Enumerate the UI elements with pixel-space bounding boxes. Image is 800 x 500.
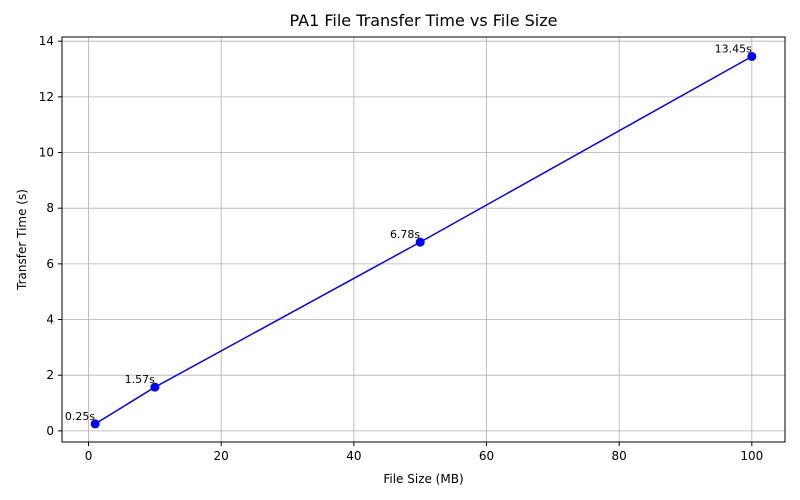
y-tick-label: 0	[46, 424, 54, 438]
x-tick-label: 0	[85, 449, 93, 463]
data-point	[150, 382, 160, 392]
grid-lines	[62, 37, 785, 442]
plot-area-frame	[61, 36, 786, 443]
data-point	[747, 51, 757, 61]
data-point	[90, 419, 100, 429]
x-tick-label: 20	[214, 449, 229, 463]
data-label: 0.25s	[65, 410, 95, 423]
series-group: 0.25s 1.57s 6.78s 13.45s	[65, 42, 757, 429]
y-tick-label: 4	[46, 313, 54, 327]
y-tick-label: 2	[46, 368, 54, 382]
x-tick-label: 80	[612, 449, 627, 463]
x-axis-ticks: 0 20 40 60 80 100	[85, 442, 763, 463]
chart-title: PA1 File Transfer Time vs File Size	[290, 11, 558, 30]
data-label: 13.45s	[715, 42, 752, 55]
y-axis-label: Transfer Time (s)	[15, 189, 29, 291]
y-tick-label: 8	[46, 201, 54, 215]
x-tick-label: 100	[740, 449, 763, 463]
y-tick-label: 14	[39, 34, 54, 48]
data-point	[415, 237, 425, 247]
x-tick-label: 60	[479, 449, 494, 463]
y-tick-label: 10	[39, 146, 54, 160]
y-axis-ticks: 0 2 4 6 8 10 12 14	[39, 34, 62, 438]
y-tick-label: 12	[39, 90, 54, 104]
series-line	[94, 55, 753, 425]
data-label: 1.57s	[125, 373, 155, 386]
x-axis-label: File Size (MB)	[383, 472, 463, 486]
data-label: 6.78s	[390, 228, 420, 241]
x-tick-label: 40	[346, 449, 361, 463]
y-tick-label: 6	[46, 257, 54, 271]
